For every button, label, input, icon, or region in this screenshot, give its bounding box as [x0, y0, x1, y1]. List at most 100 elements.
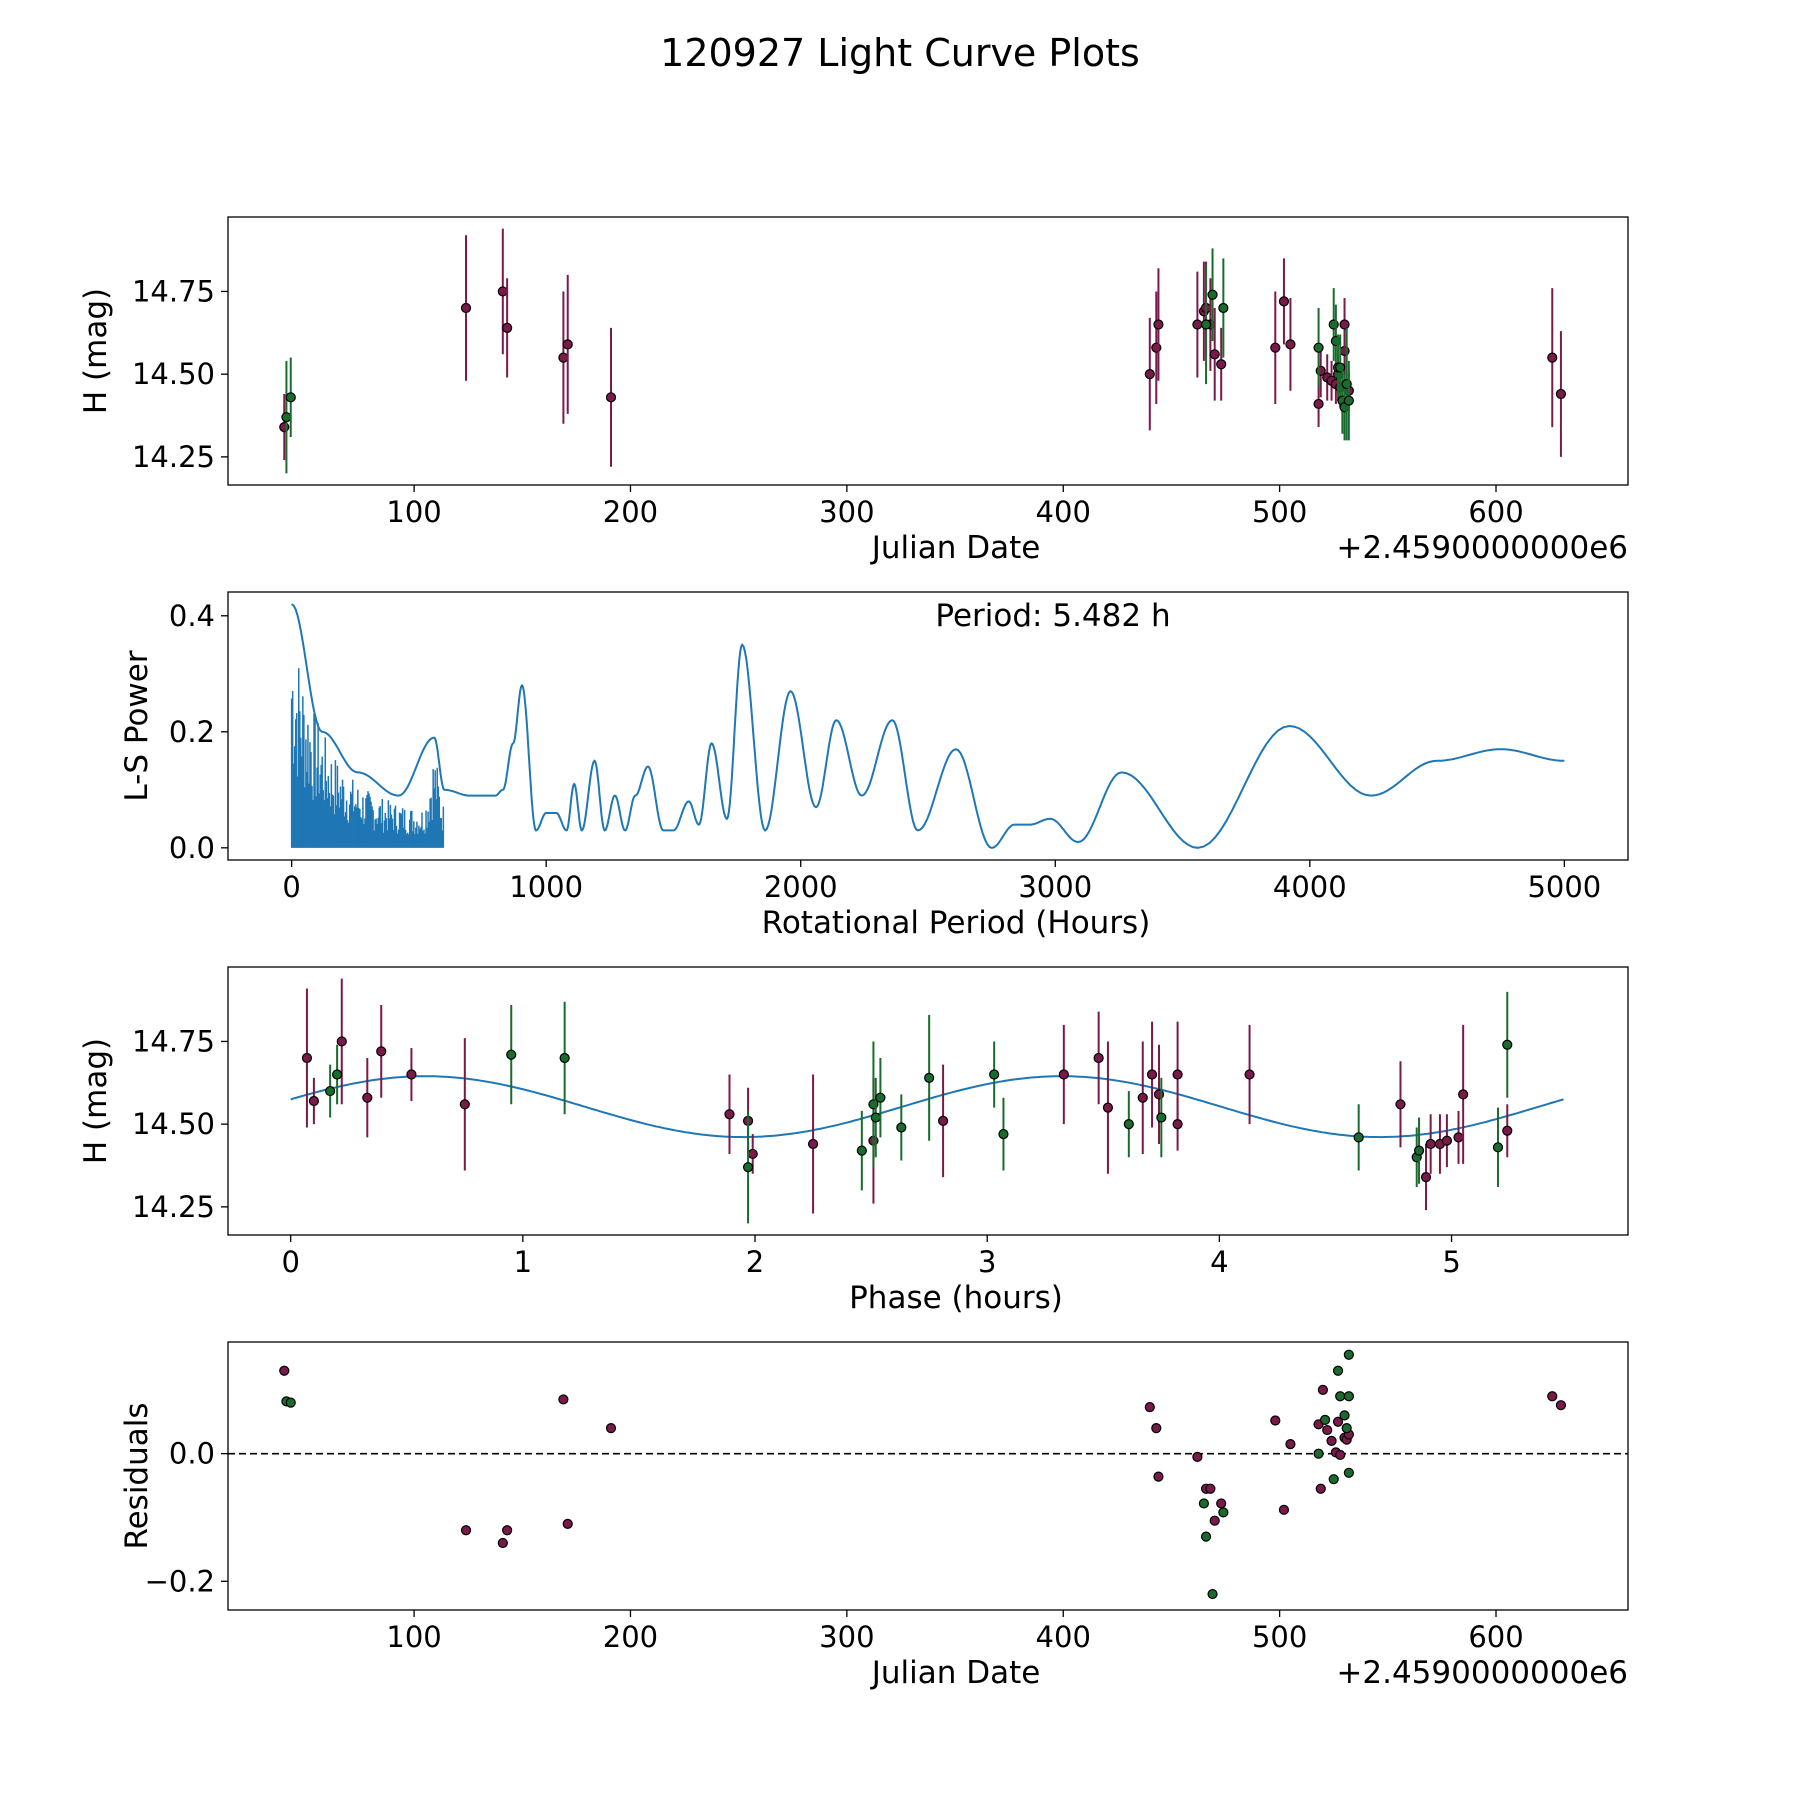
axes-frame: [227, 591, 1629, 861]
y-axis-label: Residuals: [119, 1402, 155, 1549]
data-point: [308, 1095, 320, 1107]
data-point: [1313, 1448, 1324, 1459]
x-tick-label: 100: [386, 495, 441, 529]
series-r: [301, 978, 1513, 1214]
y-tick-label: 0.0: [169, 831, 215, 865]
data-point: [1453, 1132, 1464, 1143]
x-tick-label: 300: [819, 495, 874, 529]
data-point: [1395, 1099, 1406, 1110]
series-g: [281, 1365, 1354, 1600]
x-tick-label: 100: [386, 1620, 441, 1654]
axes-frame: [227, 966, 1629, 1236]
model-curve: [290, 1075, 1564, 1139]
data-point: [558, 1394, 569, 1405]
data-point: [279, 1365, 290, 1376]
data-point: [1413, 1145, 1425, 1156]
y-tick-label: 14.75: [132, 274, 215, 308]
data-point: [1270, 342, 1281, 353]
data-point: [497, 286, 508, 297]
y-tick-label: 14.75: [132, 1024, 215, 1058]
data-point: [1343, 395, 1354, 406]
data-point: [989, 1069, 1000, 1080]
data-point: [376, 1046, 387, 1057]
data-point: [336, 1036, 347, 1047]
data-point: [497, 1537, 508, 1549]
data-point: [460, 1525, 472, 1536]
data-point: [1200, 319, 1212, 330]
x-tick-label: 3000: [1018, 870, 1092, 904]
x-tick-label: 200: [603, 1620, 658, 1654]
data-point: [924, 1072, 935, 1083]
series-g-extra: [1343, 1349, 1354, 1402]
data-point: [1335, 1391, 1346, 1402]
figure-title: 120927 Light Curve Plots: [660, 31, 1140, 75]
data-point: [1343, 1467, 1354, 1478]
data-point: [1326, 1435, 1337, 1447]
x-axis-label: Phase (hours): [849, 1280, 1063, 1316]
data-point: [506, 1049, 517, 1060]
data-point: [1339, 1410, 1350, 1421]
x-offset-text: +2.4590000000e6: [1336, 530, 1628, 566]
periodogram-line: [291, 603, 1565, 849]
data-point: [1492, 1142, 1504, 1153]
data-point: [1192, 319, 1203, 330]
data-point: [1270, 1415, 1281, 1426]
data-point: [807, 1138, 819, 1150]
x-axis-label: Julian Date: [870, 530, 1041, 566]
data-point: [301, 1052, 313, 1064]
data-point: [1198, 1498, 1209, 1509]
data-point: [502, 1525, 513, 1536]
data-point: [325, 1085, 336, 1097]
x-tick-label: 5: [1442, 1245, 1460, 1279]
series-r: [279, 1365, 1567, 1549]
data-point: [1123, 1119, 1134, 1130]
x-tick-label: 300: [819, 1620, 874, 1654]
x-tick-label: 1: [514, 1245, 532, 1279]
data-point: [870, 1112, 881, 1123]
data-point: [1151, 1423, 1162, 1434]
data-point: [1244, 1069, 1255, 1080]
y-tick-label: 0.0: [169, 1437, 215, 1471]
data-point: [896, 1122, 907, 1133]
data-point: [1502, 1039, 1513, 1050]
data-point: [1192, 1451, 1203, 1462]
data-point: [1335, 1449, 1346, 1461]
data-point: [1153, 1471, 1164, 1482]
data-point: [1502, 1125, 1513, 1136]
data-point: [460, 302, 472, 314]
x-tick-label: 4000: [1273, 870, 1347, 904]
data-point: [747, 1148, 758, 1160]
data-point: [562, 339, 573, 350]
y-axis-label: H (mag): [78, 1038, 114, 1164]
data-point: [605, 1423, 617, 1434]
data-point: [1317, 1384, 1328, 1395]
data-point: [1319, 1414, 1331, 1425]
x-tick-label: 5000: [1527, 870, 1601, 904]
data-point: [1144, 369, 1155, 380]
y-tick-label: 14.25: [132, 1190, 215, 1224]
x-tick-label: 1000: [509, 870, 583, 904]
data-point: [1441, 1135, 1453, 1146]
data-point: [1328, 1474, 1339, 1485]
data-point: [1102, 1102, 1114, 1113]
y-axis-label: L-S Power: [119, 650, 155, 801]
data-point: [1153, 319, 1164, 330]
period-annotation: Period: 5.482 h: [935, 598, 1170, 634]
data-point: [1547, 1391, 1558, 1402]
x-axis-label: Rotational Period (Hours): [762, 905, 1151, 941]
plot-area-periodogram: [290, 603, 1565, 849]
data-point: [1278, 296, 1290, 307]
data-point: [1458, 1089, 1469, 1100]
panel-residuals: 100 200 300 400 500 600 −0.2 0.0 Julian Date Resi…: [119, 1341, 1629, 1691]
x-tick-label: 400: [1036, 495, 1091, 529]
data-point: [1555, 1400, 1567, 1411]
data-point: [1332, 1365, 1344, 1376]
data-point: [1207, 289, 1218, 300]
panel-lc: 100 200 300 400 500 600 14.25 14.50 14.75 Julian …: [78, 216, 1629, 566]
x-tick-label: 2: [746, 1245, 764, 1279]
data-point: [1313, 342, 1324, 353]
data-point: [1216, 1498, 1227, 1509]
x-tick-label: 2000: [764, 870, 838, 904]
data-point: [562, 1518, 573, 1529]
